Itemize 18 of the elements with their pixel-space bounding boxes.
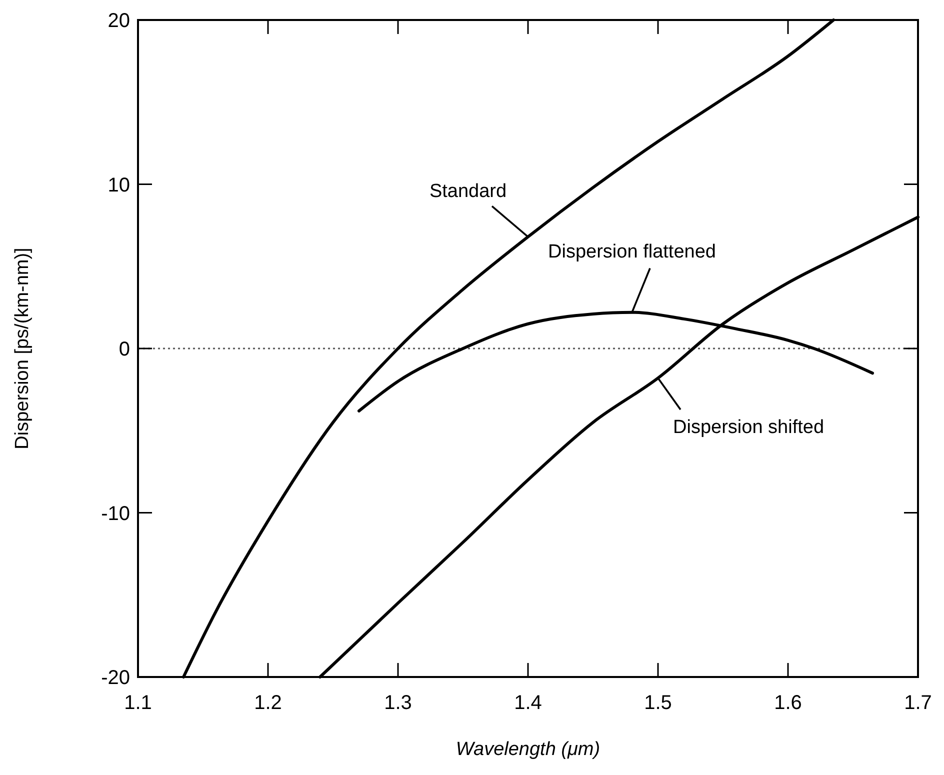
x-tick-label: 1.7	[904, 692, 932, 714]
y-tick-label: 0	[118, 338, 130, 360]
x-tick-label: 1.4	[514, 692, 542, 714]
line-series	[358, 310, 874, 412]
legend-label: Dispersion shifted	[673, 417, 824, 438]
y-tick-label: -10	[101, 502, 130, 525]
y-axis-title: Dispersion [ps/(km-nm)]	[12, 248, 33, 450]
x-tick-label: 1.5	[644, 692, 672, 714]
text: Dispersion flattened	[548, 241, 716, 262]
y-tick-label: -20	[101, 667, 130, 689]
x-tick-label: 1.1	[124, 692, 152, 714]
text: Standard	[429, 180, 507, 202]
x-axis-title: Wavelength (μm)	[456, 739, 600, 760]
x-tick-label: 1.3	[384, 692, 412, 714]
x-tick-label: 1.2	[254, 692, 282, 714]
y-tick-label: 10	[108, 174, 130, 196]
x-tick-label: 1.6	[774, 692, 802, 714]
y-tick-label: 20	[108, 10, 130, 32]
